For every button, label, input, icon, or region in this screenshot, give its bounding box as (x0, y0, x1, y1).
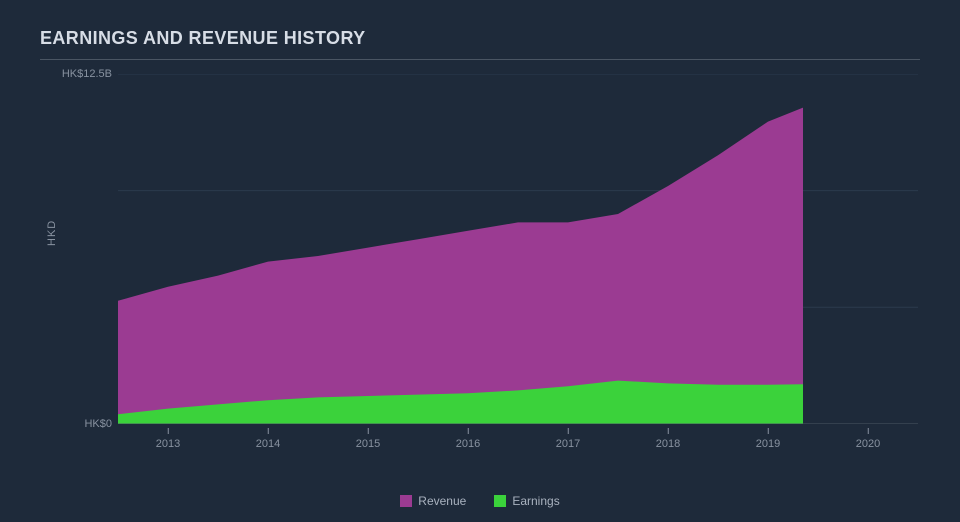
y-tick-top: HK$12.5B (42, 68, 112, 80)
tick-mark (167, 428, 168, 434)
chart-title: EARNINGS AND REVENUE HISTORY (40, 28, 920, 49)
tick-mark (867, 428, 868, 434)
x-tick-label: 2020 (856, 438, 880, 450)
y-tick-bottom: HK$0 (42, 418, 112, 430)
x-tick: 2016 (456, 428, 480, 450)
x-tick-label: 2013 (156, 438, 180, 450)
tick-mark (767, 428, 768, 434)
legend-label-earnings: Earnings (512, 494, 559, 508)
legend-item-revenue: Revenue (400, 494, 466, 508)
legend-swatch-revenue (400, 495, 412, 507)
y-axis-title: HKD (46, 220, 58, 246)
x-tick: 2015 (356, 428, 380, 450)
x-tick-label: 2017 (556, 438, 580, 450)
plot-area (118, 74, 918, 424)
x-tick-label: 2015 (356, 438, 380, 450)
x-tick: 2019 (756, 428, 780, 450)
x-axis: 2013 2014 2015 2016 2017 2018 2019 2020 (118, 428, 918, 452)
tick-mark (667, 428, 668, 434)
x-tick: 2013 (156, 428, 180, 450)
x-tick-label: 2014 (256, 438, 280, 450)
chart-container: EARNINGS AND REVENUE HISTORY HKD HK$12.5… (0, 0, 960, 522)
tick-mark (567, 428, 568, 434)
legend-swatch-earnings (494, 495, 506, 507)
tick-mark (367, 428, 368, 434)
x-tick: 2017 (556, 428, 580, 450)
tick-mark (467, 428, 468, 434)
title-rule (40, 59, 920, 60)
area-revenue (118, 108, 803, 424)
x-tick: 2020 (856, 428, 880, 450)
x-tick-label: 2016 (456, 438, 480, 450)
x-tick-label: 2019 (756, 438, 780, 450)
x-tick-label: 2018 (656, 438, 680, 450)
x-tick: 2014 (256, 428, 280, 450)
plot-svg (118, 74, 918, 424)
chart-wrap: HKD HK$12.5B HK$0 2013201420152016201720… (40, 66, 920, 466)
legend-item-earnings: Earnings (494, 494, 559, 508)
tick-mark (267, 428, 268, 434)
legend-label-revenue: Revenue (418, 494, 466, 508)
x-tick: 2018 (656, 428, 680, 450)
legend: Revenue Earnings (0, 494, 960, 508)
